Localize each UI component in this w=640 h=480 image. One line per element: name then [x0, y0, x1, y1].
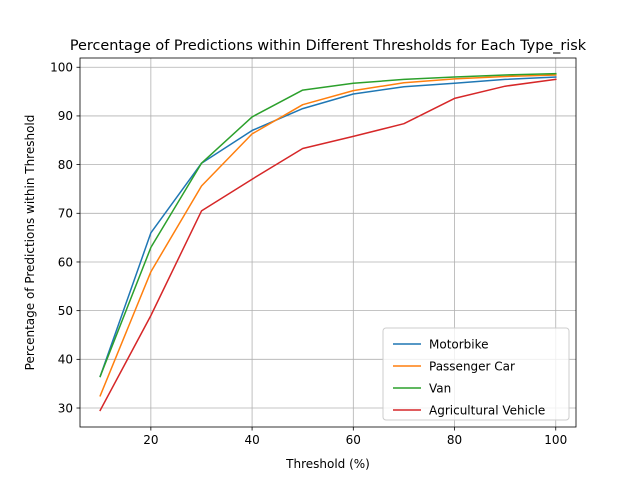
plot-frame — [79, 57, 577, 428]
grid — [80, 58, 576, 427]
y-tick-label: 70 — [58, 207, 73, 221]
x-tick-label: 60 — [346, 433, 361, 447]
y-tick-label: 60 — [58, 255, 73, 269]
axis-ticks: 20 40 60 80 100 30 40 50 60 70 80 90 100 — [50, 61, 567, 447]
series-line-passenger-car — [99, 74, 557, 397]
legend-label-agricultural-vehicle: Agricultural Vehicle — [429, 404, 545, 418]
y-tick-label: 30 — [58, 401, 73, 415]
x-tick-label: 100 — [544, 433, 567, 447]
series-line-van — [99, 72, 557, 378]
y-tick-label: 100 — [50, 61, 73, 75]
y-tick-label: 90 — [58, 109, 73, 123]
x-axis-label: Threshold (%) — [285, 457, 370, 471]
y-axis-label: Percentage of Predictions within Thresho… — [23, 115, 37, 371]
legend-frame — [382, 327, 570, 421]
series-line-agricultural-vehicle — [99, 78, 557, 412]
y-tick-label: 80 — [58, 158, 73, 172]
x-tick-label: 80 — [447, 433, 462, 447]
legend-label-van: Van — [429, 382, 451, 396]
legend-label-motorbike: Motorbike — [429, 338, 489, 352]
chart-title: Percentage of Predictions within Differe… — [70, 38, 587, 54]
series-line-motorbike — [99, 76, 557, 378]
legend: Motorbike Passenger Car Van Agricultural Ve… — [382, 327, 570, 421]
series-lines — [99, 72, 557, 412]
x-tick-label: 40 — [244, 433, 259, 447]
y-tick-label: 50 — [58, 304, 73, 318]
x-tick-label: 20 — [143, 433, 158, 447]
legend-label-passenger-car: Passenger Car — [429, 360, 515, 374]
y-tick-label: 40 — [58, 353, 73, 367]
